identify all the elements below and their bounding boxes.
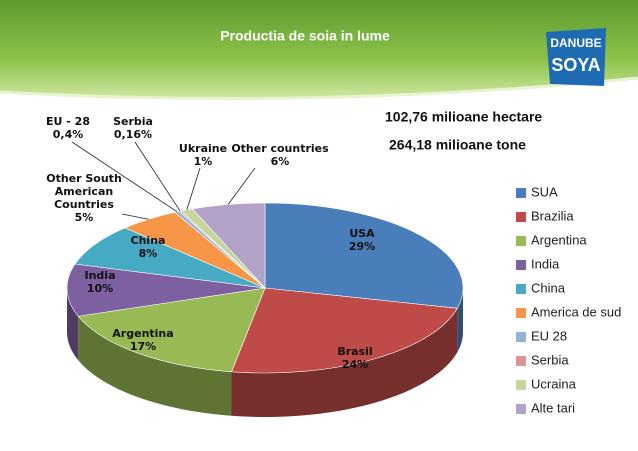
banner bbox=[0, 0, 638, 99]
legend-swatch bbox=[516, 260, 526, 270]
legend-swatch bbox=[516, 188, 526, 198]
logo-shape bbox=[546, 28, 606, 86]
banner-edge bbox=[0, 76, 638, 100]
slice bbox=[66, 263, 266, 317]
slice-side bbox=[457, 288, 463, 353]
slice-name: Serbia bbox=[113, 115, 153, 128]
logo-text: DANUBE bbox=[550, 36, 601, 50]
value-label: 17% bbox=[129, 340, 157, 353]
legend-swatch bbox=[516, 308, 526, 318]
slice-name: Argentina bbox=[112, 327, 174, 340]
legend-swatch bbox=[516, 212, 526, 222]
legend-label: Ucraina bbox=[531, 376, 577, 391]
slice-name: India bbox=[84, 269, 116, 282]
slice-label: Serbia 0,16% bbox=[78, 115, 188, 141]
legend-label: America de sud bbox=[531, 304, 621, 319]
legend-label: Argentina bbox=[531, 232, 587, 247]
slice-name: EU - 28 bbox=[46, 115, 90, 128]
annotation: 102,76 milioane hectare bbox=[385, 109, 542, 125]
slice-label: USA 29% bbox=[307, 227, 417, 253]
leader-line bbox=[227, 167, 256, 205]
slice bbox=[74, 227, 266, 289]
slice-label: Other countries 6% bbox=[225, 142, 335, 168]
legend-swatch bbox=[516, 404, 526, 414]
slice-label: Ukraine 1% bbox=[148, 142, 258, 168]
slice bbox=[191, 202, 266, 289]
value-label: 0,16% bbox=[113, 128, 153, 141]
value-label: 8% bbox=[138, 247, 158, 260]
legend-swatch bbox=[516, 380, 526, 390]
legend-swatch bbox=[516, 284, 526, 294]
legend-label: Brazilia bbox=[531, 208, 574, 223]
slice-label: Other South American Countries 5% bbox=[29, 172, 139, 224]
value-label: 5% bbox=[74, 211, 94, 224]
slice bbox=[231, 287, 458, 374]
slice-label: China 8% bbox=[93, 234, 203, 260]
value-label: 29% bbox=[348, 240, 376, 253]
slice-label: Brasil 24% bbox=[300, 345, 410, 371]
legend-swatch bbox=[516, 332, 526, 342]
legend-label: EU 28 bbox=[531, 328, 567, 343]
value-label: 0,4% bbox=[52, 128, 84, 141]
chart-title: Productia de soia in lume bbox=[220, 28, 390, 44]
legend-label: India bbox=[531, 256, 560, 271]
slice bbox=[77, 287, 266, 373]
slice-name: Other South American Countries bbox=[46, 172, 122, 211]
slice-name: Ukraine bbox=[178, 142, 228, 155]
value-label: 24% bbox=[341, 358, 369, 371]
legend-swatch bbox=[516, 356, 526, 366]
slice-name: China bbox=[130, 234, 166, 247]
leader-line bbox=[134, 141, 181, 212]
slice-label: EU - 28 0,4% bbox=[13, 115, 123, 141]
logo-text: SOYA bbox=[551, 55, 600, 75]
value-label: 1% bbox=[193, 155, 213, 168]
legend-label: China bbox=[531, 280, 566, 295]
slice-name: USA bbox=[349, 227, 375, 240]
value-label: 6% bbox=[270, 155, 290, 168]
leader-line bbox=[121, 213, 149, 220]
slice-label: Argentina 17% bbox=[88, 327, 198, 353]
slice-side bbox=[231, 308, 458, 417]
slice bbox=[264, 202, 464, 309]
slice-name: Brasil bbox=[337, 345, 373, 358]
leader-line bbox=[186, 167, 201, 211]
legend-label: Alte tari bbox=[531, 400, 575, 415]
legend-label: Serbia bbox=[531, 352, 569, 367]
annotation: 264,18 milioane tone bbox=[389, 137, 526, 153]
slice-label: India 10% bbox=[45, 269, 155, 295]
legend-swatch bbox=[516, 236, 526, 246]
legend-label: SUA bbox=[531, 184, 558, 199]
slice-side bbox=[67, 288, 79, 361]
leader-line bbox=[71, 141, 178, 213]
slice-side bbox=[78, 316, 232, 416]
value-label: 10% bbox=[86, 282, 114, 295]
slice-name: Other countries bbox=[231, 142, 329, 155]
